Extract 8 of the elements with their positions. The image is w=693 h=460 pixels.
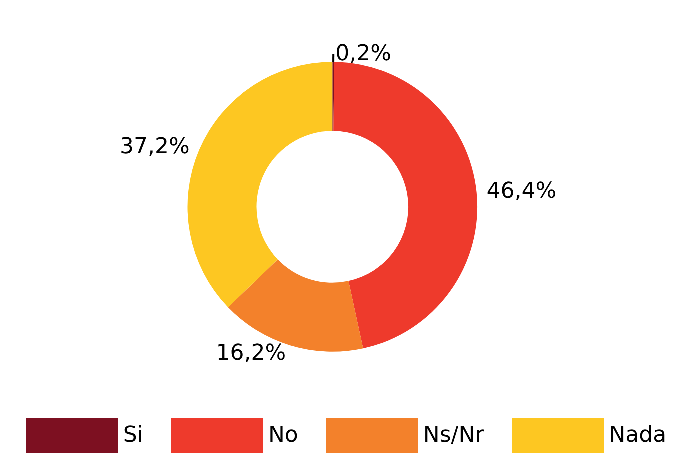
data-label: 37,2% xyxy=(120,134,190,160)
legend-label: Si xyxy=(123,423,144,448)
data-label: 46,4% xyxy=(486,179,557,204)
data-label: 16,2% xyxy=(216,340,286,366)
legend-label: Ns/Nr xyxy=(423,423,486,448)
legend-label: Nada xyxy=(609,423,667,448)
data-label: 0,2% xyxy=(336,42,392,67)
legend-label: No xyxy=(268,423,298,448)
